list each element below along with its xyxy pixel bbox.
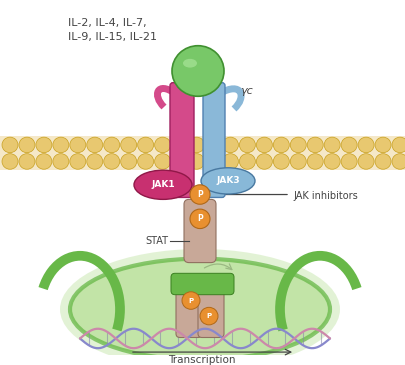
Circle shape [104, 137, 120, 153]
Text: JAK inhibitors: JAK inhibitors [293, 192, 358, 201]
Circle shape [290, 137, 306, 153]
Circle shape [188, 154, 205, 169]
Circle shape [239, 154, 256, 169]
Circle shape [182, 292, 200, 309]
Circle shape [19, 137, 35, 153]
Circle shape [341, 137, 357, 153]
Circle shape [121, 154, 137, 169]
Text: IL-2, IL-4, IL-7,
IL-9, IL-15, IL-21: IL-2, IL-4, IL-7, IL-9, IL-15, IL-21 [68, 18, 157, 42]
Circle shape [138, 137, 153, 153]
Text: JAK1: JAK1 [151, 180, 175, 189]
FancyBboxPatch shape [198, 283, 224, 338]
FancyBboxPatch shape [184, 199, 216, 262]
Ellipse shape [134, 170, 192, 199]
Circle shape [53, 154, 69, 169]
Circle shape [19, 154, 35, 169]
Circle shape [324, 137, 340, 153]
Circle shape [70, 154, 86, 169]
Circle shape [273, 154, 289, 169]
Text: STAT: STAT [145, 236, 168, 246]
Bar [0, 136, 405, 170]
Circle shape [172, 154, 188, 169]
Text: γc: γc [240, 85, 253, 96]
Circle shape [2, 154, 18, 169]
Circle shape [290, 154, 306, 169]
FancyBboxPatch shape [203, 82, 225, 197]
Circle shape [190, 185, 210, 204]
Circle shape [358, 154, 374, 169]
Text: P: P [197, 190, 203, 199]
Circle shape [256, 154, 272, 169]
Ellipse shape [183, 59, 197, 68]
Ellipse shape [70, 259, 330, 360]
Circle shape [239, 137, 256, 153]
Circle shape [188, 137, 205, 153]
Text: P: P [197, 214, 203, 223]
Circle shape [87, 154, 103, 169]
Circle shape [200, 307, 218, 325]
Text: JAK3: JAK3 [216, 176, 240, 185]
Circle shape [222, 154, 239, 169]
Circle shape [256, 137, 272, 153]
Circle shape [222, 137, 239, 153]
Circle shape [53, 137, 69, 153]
Circle shape [375, 154, 391, 169]
Circle shape [138, 154, 153, 169]
Circle shape [104, 154, 120, 169]
Circle shape [155, 137, 171, 153]
Text: P: P [207, 313, 211, 319]
Circle shape [375, 137, 391, 153]
FancyBboxPatch shape [171, 273, 234, 295]
Circle shape [273, 137, 289, 153]
Circle shape [155, 154, 171, 169]
Ellipse shape [201, 168, 255, 194]
Circle shape [307, 137, 323, 153]
Circle shape [36, 154, 52, 169]
Circle shape [392, 137, 405, 153]
Circle shape [205, 154, 222, 169]
Text: Transcription: Transcription [168, 355, 236, 365]
FancyBboxPatch shape [176, 283, 202, 338]
Circle shape [324, 154, 340, 169]
Circle shape [172, 46, 224, 96]
Circle shape [307, 154, 323, 169]
Circle shape [190, 209, 210, 228]
Ellipse shape [60, 249, 340, 365]
Circle shape [87, 137, 103, 153]
Circle shape [341, 154, 357, 169]
Circle shape [36, 137, 52, 153]
Circle shape [358, 137, 374, 153]
FancyBboxPatch shape [170, 82, 194, 197]
Circle shape [205, 137, 222, 153]
Circle shape [392, 154, 405, 169]
Circle shape [172, 137, 188, 153]
Text: P: P [188, 297, 194, 304]
Circle shape [121, 137, 137, 153]
Circle shape [70, 137, 86, 153]
Circle shape [2, 137, 18, 153]
